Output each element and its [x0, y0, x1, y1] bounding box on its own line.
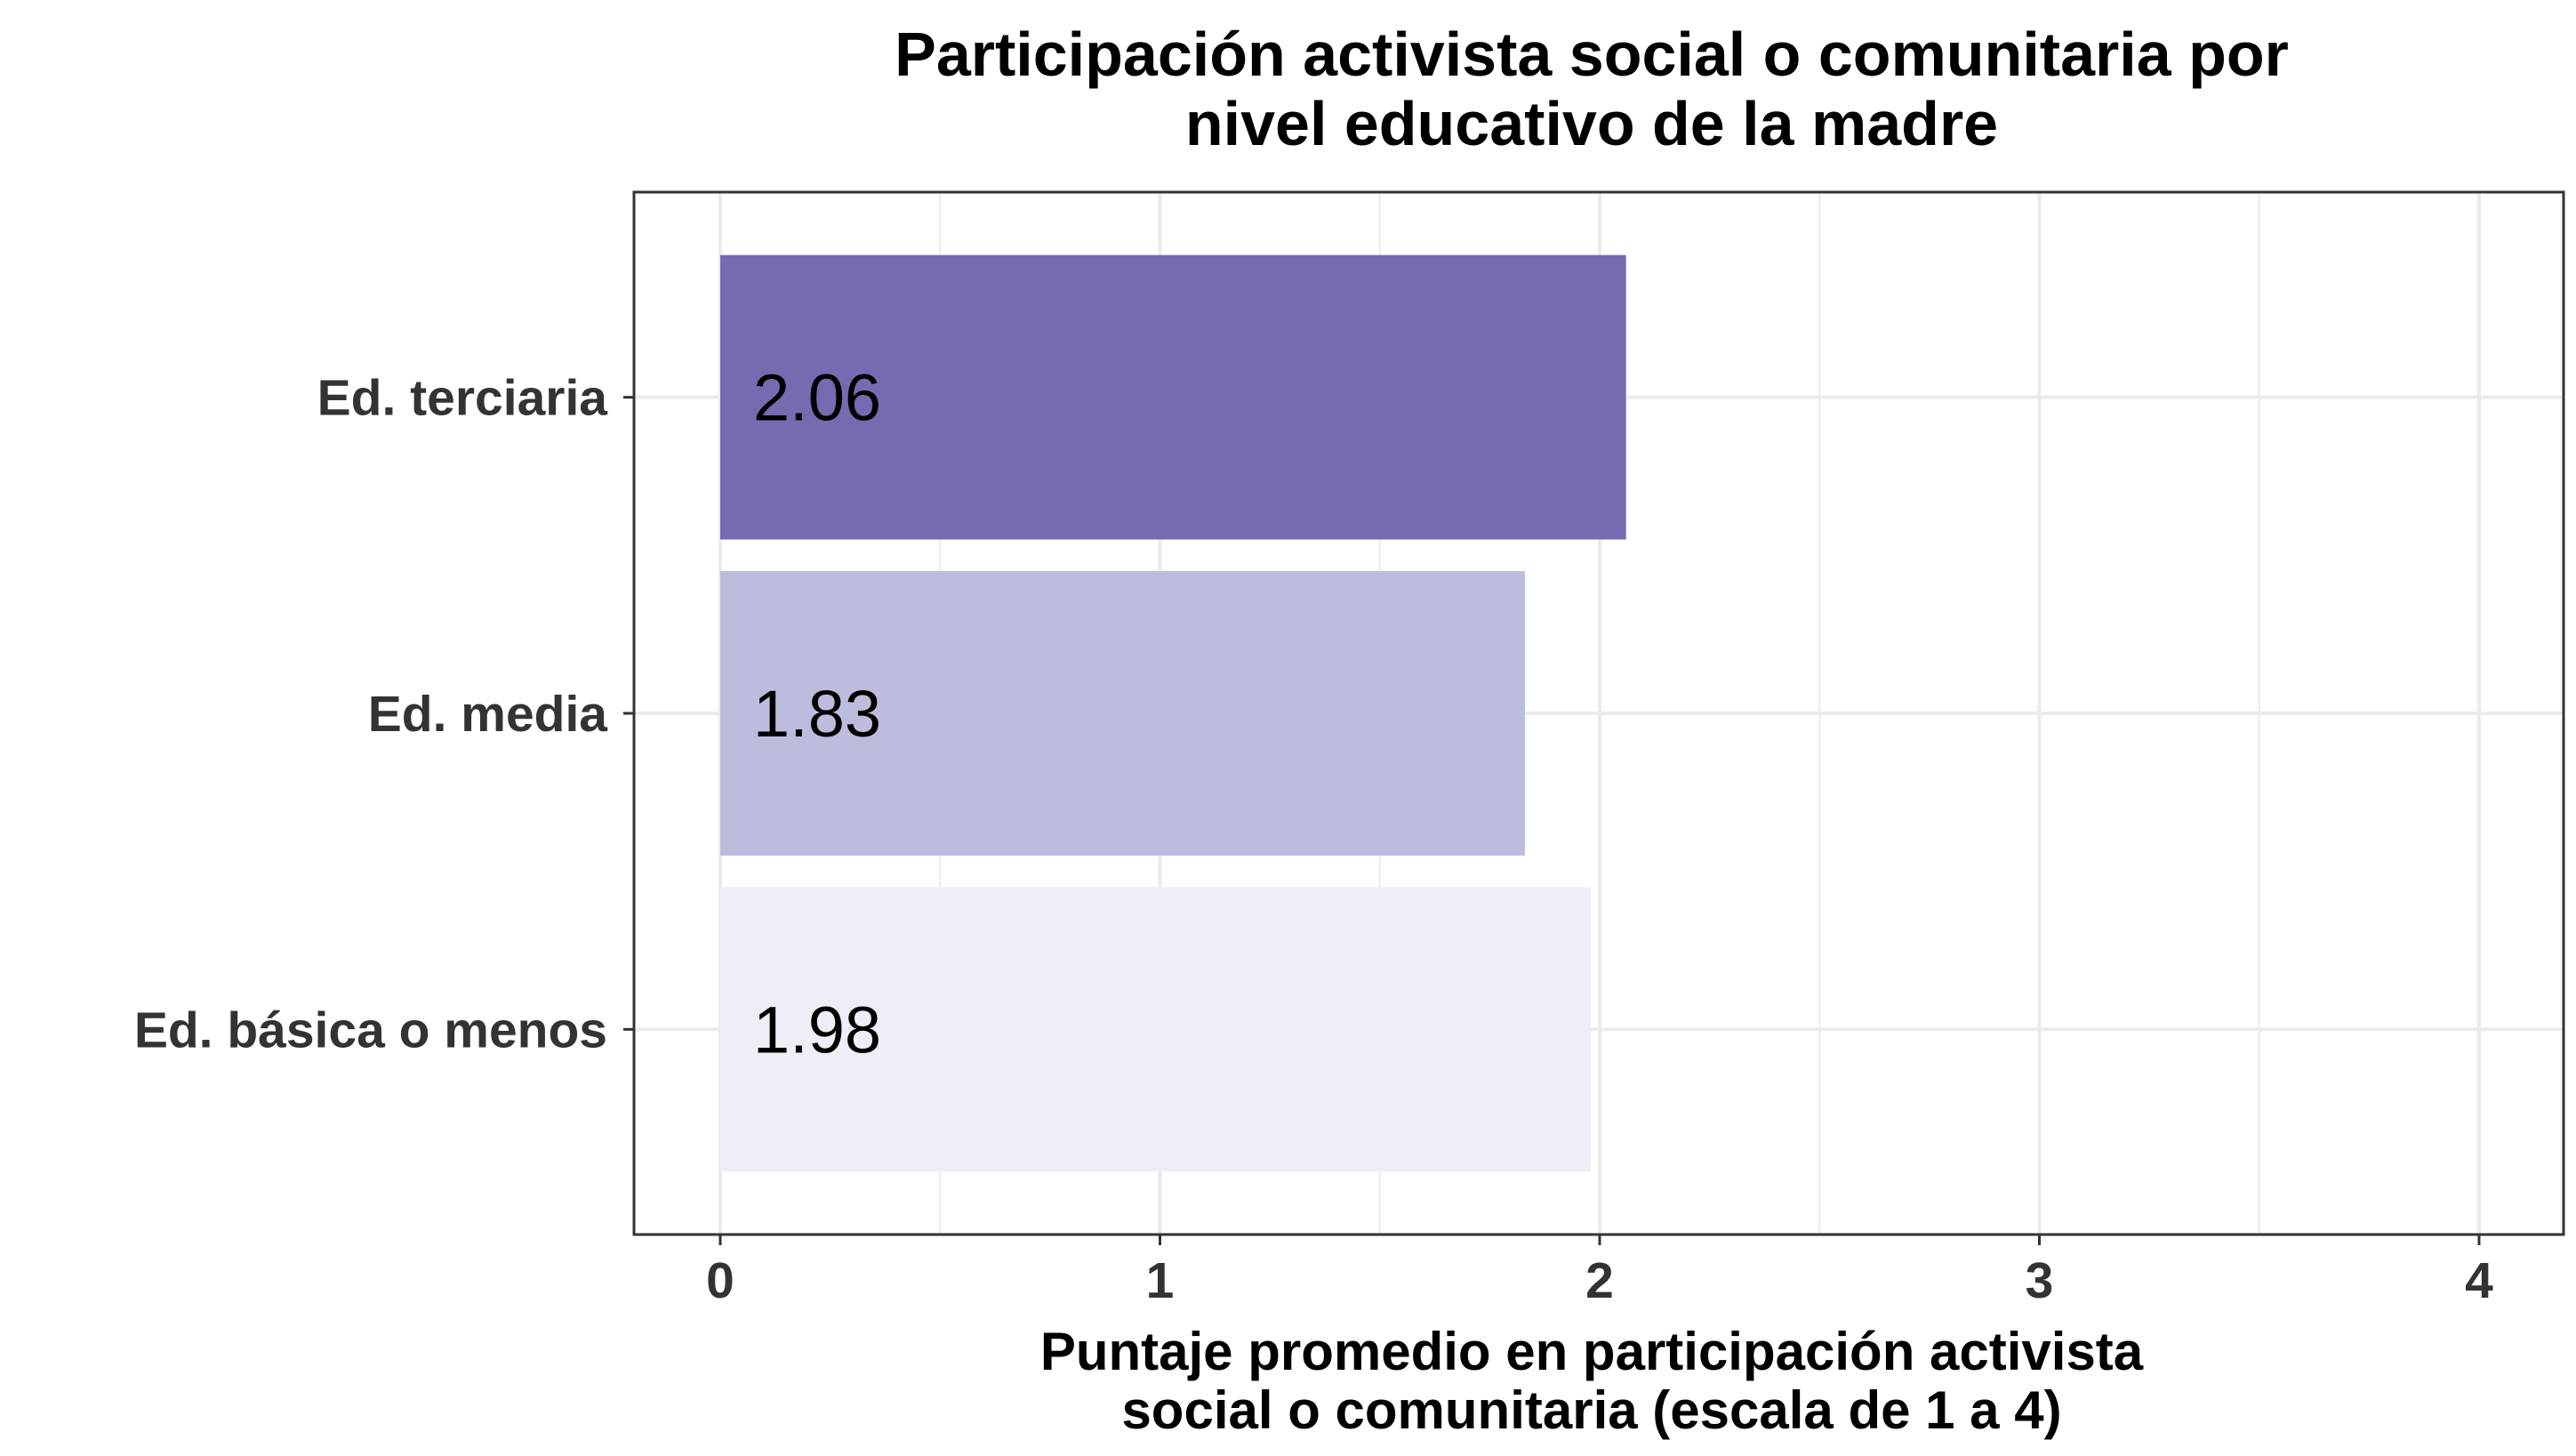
bar — [720, 254, 1626, 540]
x-axis-title-line-2: social o comunitaria (escala de 1 a 4) — [1121, 1380, 2061, 1440]
bar-value-label: 1.83 — [753, 677, 881, 751]
x-tick-label: 2 — [1585, 1252, 1614, 1309]
x-axis: 0 1 2 3 4 — [706, 1235, 2493, 1309]
x-tick-label: 4 — [2465, 1252, 2493, 1309]
bar — [720, 571, 1525, 856]
x-tick-label: 0 — [706, 1252, 734, 1309]
bars — [720, 254, 1626, 1172]
y-axis: Ed. terciaria Ed. media Ed. básica o menos — [134, 370, 634, 1058]
bar-value-label: 1.98 — [753, 993, 881, 1066]
chart-title-line-2: nivel educativo de la madre — [1185, 89, 1998, 158]
data-labels: 2.06 1.83 1.98 — [753, 361, 881, 1067]
bar-value-label: 2.06 — [753, 361, 881, 435]
x-axis-title-line-1: Puntaje promedio en participación activi… — [1040, 1322, 2144, 1381]
y-tick-label: Ed. media — [368, 686, 609, 743]
y-tick-label: Ed. terciaria — [317, 370, 609, 427]
x-tick-label: 3 — [2026, 1252, 2054, 1309]
chart-title-line-1: Participación activista social o comunit… — [895, 20, 2289, 89]
y-tick-label: Ed. básica o menos — [134, 1002, 607, 1058]
bar — [720, 887, 1592, 1172]
x-tick-label: 1 — [1146, 1252, 1175, 1309]
